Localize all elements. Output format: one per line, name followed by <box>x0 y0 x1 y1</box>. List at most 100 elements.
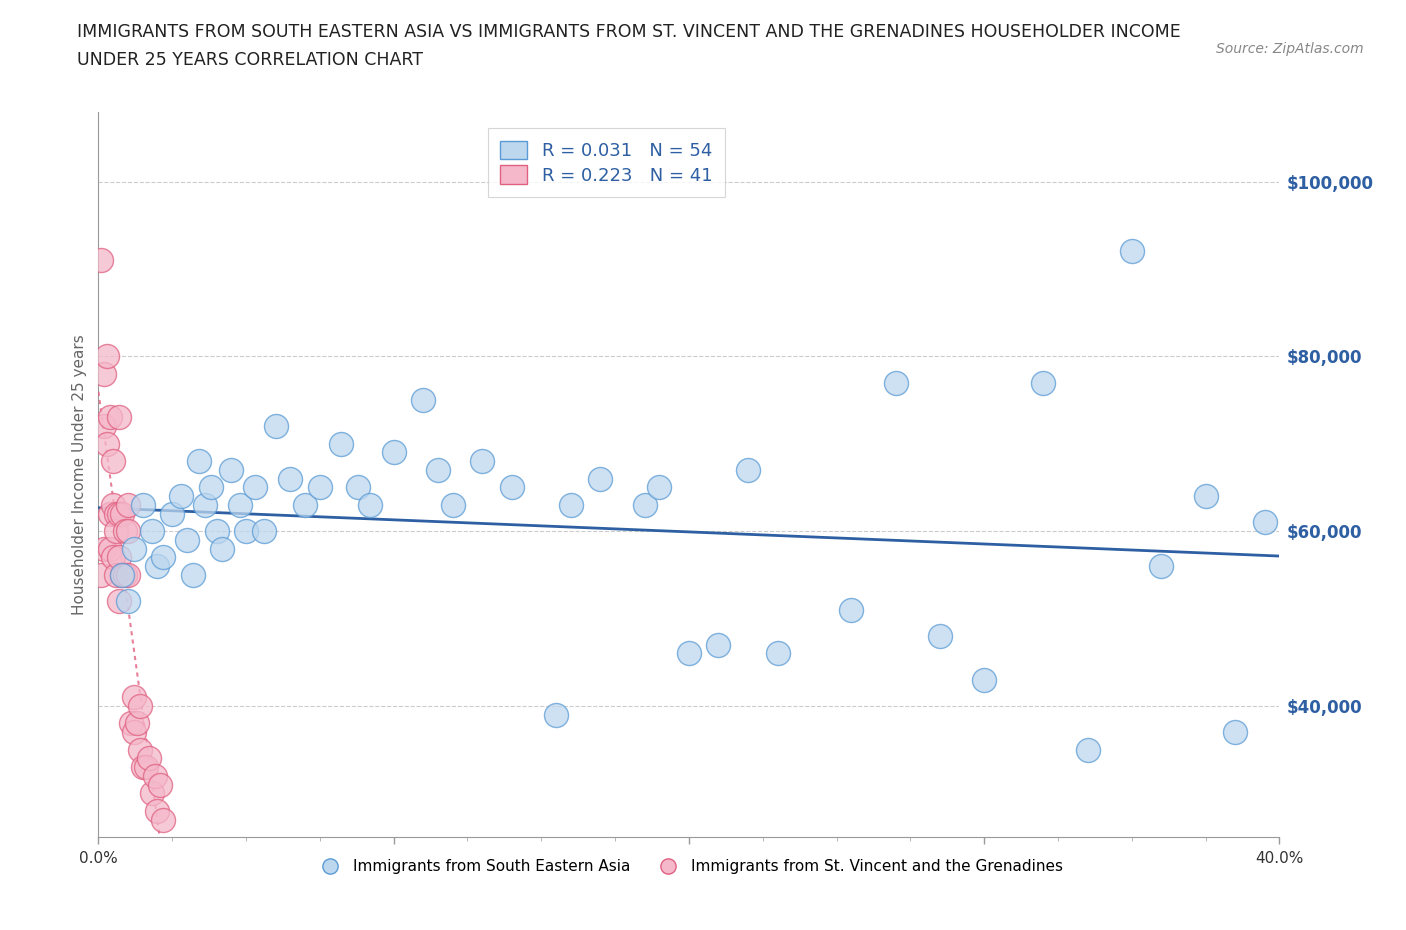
Point <box>181 567 204 582</box>
Point <box>737 462 759 477</box>
Point <box>176 532 198 547</box>
Point <box>973 672 995 687</box>
Point <box>108 550 131 565</box>
Point <box>678 646 700 661</box>
Point <box>187 454 209 469</box>
Point <box>125 716 148 731</box>
Point <box>162 506 183 521</box>
Point <box>841 603 863 618</box>
Point <box>120 716 142 731</box>
Point <box>501 480 523 495</box>
Point <box>294 498 316 512</box>
Point <box>382 445 405 460</box>
Legend: Immigrants from South Eastern Asia, Immigrants from St. Vincent and the Grenadin: Immigrants from South Eastern Asia, Immi… <box>308 853 1070 880</box>
Point <box>1225 724 1247 739</box>
Point <box>93 541 115 556</box>
Point <box>309 480 332 495</box>
Point <box>1195 488 1218 503</box>
Point <box>200 480 222 495</box>
Point <box>766 646 789 661</box>
Point <box>122 724 145 739</box>
Point <box>235 524 257 538</box>
Point <box>143 768 166 783</box>
Point <box>103 550 125 565</box>
Point <box>152 550 174 565</box>
Point <box>1032 375 1054 390</box>
Point <box>205 524 228 538</box>
Point <box>114 524 136 538</box>
Point <box>122 690 145 705</box>
Point <box>117 524 139 538</box>
Point <box>93 418 115 433</box>
Point <box>589 472 612 486</box>
Point <box>141 524 163 538</box>
Point <box>111 506 134 521</box>
Point <box>122 541 145 556</box>
Point <box>93 366 115 381</box>
Point <box>546 707 568 722</box>
Point <box>90 253 112 268</box>
Point <box>146 804 169 818</box>
Point <box>111 567 134 582</box>
Point <box>243 480 266 495</box>
Point <box>194 498 217 512</box>
Point <box>264 418 287 433</box>
Point <box>149 777 172 792</box>
Text: IMMIGRANTS FROM SOUTH EASTERN ASIA VS IMMIGRANTS FROM ST. VINCENT AND THE GRENAD: IMMIGRANTS FROM SOUTH EASTERN ASIA VS IM… <box>77 23 1181 41</box>
Point <box>152 812 174 827</box>
Point <box>98 506 121 521</box>
Point <box>105 567 128 582</box>
Point <box>929 629 952 644</box>
Point <box>111 567 134 582</box>
Point <box>146 559 169 574</box>
Point <box>347 480 370 495</box>
Text: UNDER 25 YEARS CORRELATION CHART: UNDER 25 YEARS CORRELATION CHART <box>77 51 423 69</box>
Y-axis label: Householder Income Under 25 years: Householder Income Under 25 years <box>72 334 87 615</box>
Point <box>884 375 907 390</box>
Point <box>441 498 464 512</box>
Point <box>128 742 150 757</box>
Point <box>117 498 139 512</box>
Point <box>96 349 118 364</box>
Point <box>707 637 730 652</box>
Point <box>359 498 381 512</box>
Point <box>103 498 125 512</box>
Point <box>141 786 163 801</box>
Point <box>1150 559 1173 574</box>
Point <box>105 506 128 521</box>
Point <box>96 436 118 451</box>
Point <box>1121 244 1143 259</box>
Point <box>138 751 160 765</box>
Point <box>135 760 157 775</box>
Point <box>98 541 121 556</box>
Point <box>427 462 450 477</box>
Point <box>221 462 243 477</box>
Point <box>471 454 494 469</box>
Point <box>170 488 193 503</box>
Point <box>117 567 139 582</box>
Point <box>105 524 128 538</box>
Text: Source: ZipAtlas.com: Source: ZipAtlas.com <box>1216 42 1364 56</box>
Point <box>90 567 112 582</box>
Point <box>128 698 150 713</box>
Point <box>280 472 302 486</box>
Point <box>98 410 121 425</box>
Point <box>648 480 671 495</box>
Point <box>634 498 657 512</box>
Point <box>229 498 252 512</box>
Point <box>329 436 352 451</box>
Point <box>103 454 125 469</box>
Point <box>117 593 139 608</box>
Point <box>253 524 276 538</box>
Point <box>132 498 155 512</box>
Point <box>211 541 233 556</box>
Point <box>114 567 136 582</box>
Point <box>412 392 434 407</box>
Point <box>108 410 131 425</box>
Point <box>1077 742 1099 757</box>
Point <box>108 506 131 521</box>
Point <box>108 593 131 608</box>
Point <box>1254 515 1277 530</box>
Point <box>132 760 155 775</box>
Point <box>560 498 582 512</box>
